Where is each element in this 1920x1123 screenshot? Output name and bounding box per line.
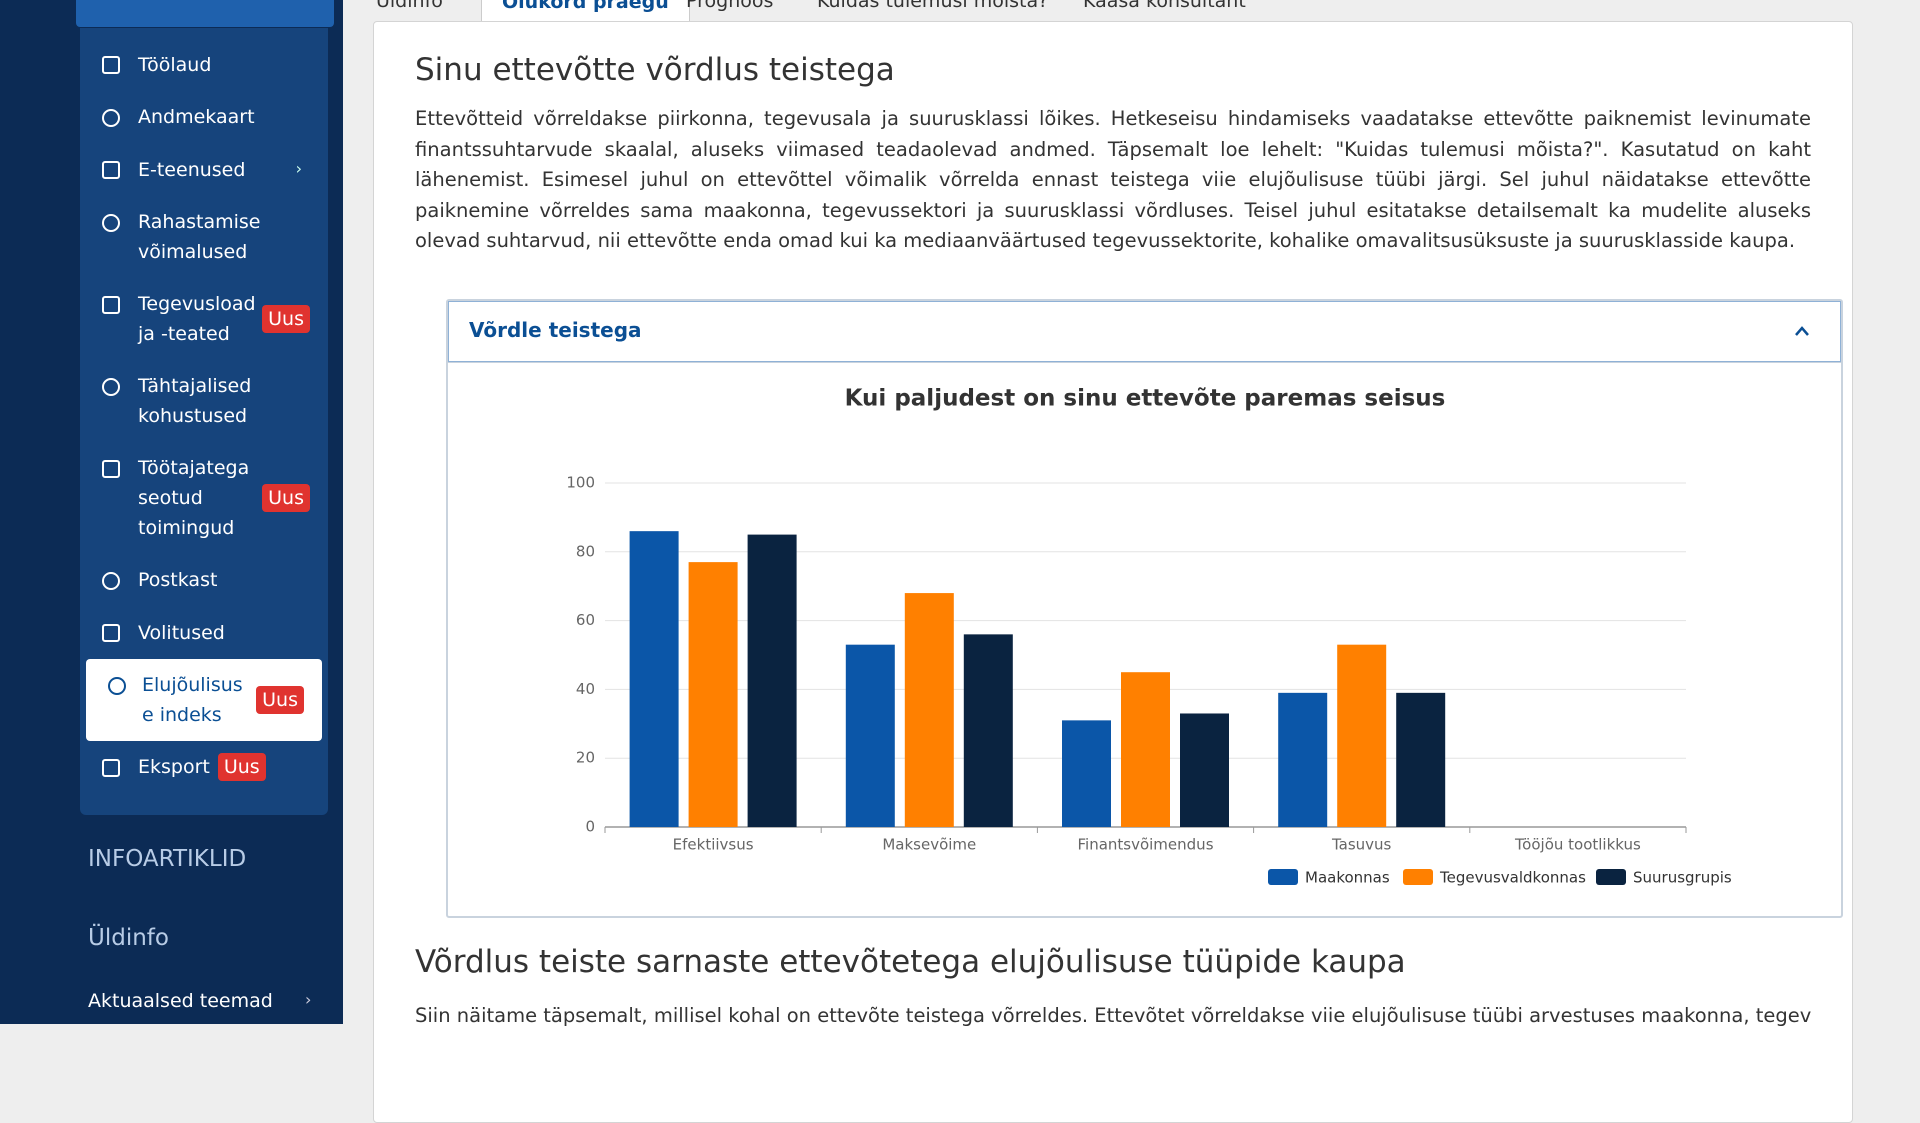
bar <box>1278 692 1328 827</box>
y-tick-label: 20 <box>576 749 595 767</box>
bar <box>1396 692 1446 827</box>
menu-label: Rahastamise võimalused <box>138 210 261 263</box>
legend-swatch <box>1596 869 1626 885</box>
menu-label: Töölaud <box>138 53 212 76</box>
icon <box>102 571 120 590</box>
menu-item[interactable]: E-teenused › <box>80 143 328 196</box>
icon <box>102 108 120 127</box>
chevron: › <box>295 159 302 179</box>
tab[interactable]: Olukord praegu <box>481 0 690 21</box>
menu-label: Töötajatega seotud toimingud <box>138 456 250 539</box>
icon <box>102 295 120 314</box>
bar <box>1121 672 1170 827</box>
bar <box>629 531 679 827</box>
menu-item[interactable]: Rahastamise võimalused <box>80 196 328 278</box>
legend-label: Maakonnas <box>1305 869 1390 887</box>
menu-label: E-teenused <box>138 158 246 181</box>
accordion: Võrdle teistega Kui paljudest on sinu et… <box>446 299 1843 918</box>
bar <box>747 534 797 827</box>
legend-swatch <box>1403 869 1433 885</box>
section-title: INFOARTIKLID <box>88 846 247 872</box>
x-tick-label: Tööjõu tootlikkus <box>1514 836 1641 854</box>
card: Sinu ettevõtte võrdlus teistega Ettevõtt… <box>373 21 1853 1123</box>
heading: Võrdlus teiste sarnaste ettevõtetega elu… <box>415 944 1406 980</box>
section-link[interactable]: Aktuaalsed teemad <box>88 990 273 1012</box>
paragraph: Siin näitame täpsemalt, millisel kohal o… <box>415 1004 1811 1027</box>
menu-item[interactable]: Töölaud <box>80 38 328 91</box>
menu-item[interactable]: Tähtajalised kohustused <box>80 360 328 442</box>
tab[interactable]: Kuidas tulemusi mõista? <box>817 0 1049 12</box>
menu-item[interactable]: Töötajatega seotud toimingud Uus <box>80 442 328 554</box>
bar <box>1337 644 1387 827</box>
accordion-header[interactable]: Võrdle teistega <box>448 301 1841 363</box>
icon <box>102 377 120 396</box>
x-tick-label: Tasuvus <box>1331 836 1392 854</box>
menu: Töölaud Andmekaart E-teenused › Rahastamise … <box>80 28 328 815</box>
sidebar: Töölaud Andmekaart E-teenused › Rahastamise … <box>0 0 343 1024</box>
bar <box>904 593 954 827</box>
x-tick-label: Maksevõime <box>882 836 976 854</box>
chevron-up <box>1795 326 1809 336</box>
badge: Uus <box>256 685 304 714</box>
chart: Kui paljudest on sinu ettevõte paremas s… <box>566 386 1732 887</box>
tab[interactable]: Üldinfo <box>376 0 443 12</box>
menu-item[interactable]: Eksport Uus <box>80 741 328 794</box>
x-tick-label: Finantsvõimendus <box>1077 836 1213 854</box>
heading: Sinu ettevõtte võrdlus teistega <box>415 52 895 88</box>
menu-label: Postkast <box>138 569 218 591</box>
main: Üldinfo Olukord praegu Prognoos Kuidas tule… <box>343 0 1920 1123</box>
icon <box>102 213 120 232</box>
menu-item[interactable]: Volitused <box>80 606 328 659</box>
bar <box>688 562 738 827</box>
icon <box>102 161 120 179</box>
menu-list: Töölaud Andmekaart E-teenused › Rahastamise … <box>80 38 328 793</box>
menu-label: Volitused <box>138 621 225 644</box>
paragraph: Ettevõtteid võrreldakse piirkonna, tegev… <box>415 107 1811 253</box>
legend-label: Suurusgrupis <box>1633 869 1732 887</box>
tab[interactable]: Kaasa konsultant <box>1083 0 1246 12</box>
menu-item[interactable]: Andmekaart <box>80 91 328 144</box>
menu-label: Eksport <box>138 756 210 778</box>
badge: Uus <box>217 752 266 781</box>
sidebar-top <box>76 0 334 27</box>
y-tick-label: 80 <box>576 542 595 560</box>
badge: Uus <box>262 483 310 512</box>
tab[interactable]: Prognoos <box>686 0 774 12</box>
y-tick-label: 0 <box>585 818 595 836</box>
menu-item[interactable]: Elujõulisuse indeks Uus <box>86 658 322 741</box>
badge: Uus <box>262 304 310 333</box>
menu-item[interactable]: Tegevusload ja -teated Uus <box>80 278 328 360</box>
menu-label: Tegevusload ja -teated <box>138 292 256 345</box>
icon <box>102 624 120 642</box>
accordion-title: Võrdle teistega <box>469 318 642 342</box>
menu-label: Elujõulisuse indeks <box>142 673 243 726</box>
y-tick-label: 60 <box>576 611 595 629</box>
bar <box>845 644 895 827</box>
y-tick-label: 40 <box>576 680 595 698</box>
chevron: › <box>305 990 312 1009</box>
legend-swatch <box>1268 869 1298 885</box>
bar <box>963 634 1013 827</box>
bar <box>1180 713 1229 827</box>
legend-label: Tegevusvaldkonnas <box>1439 869 1586 887</box>
y-tick-label: 100 <box>566 474 595 492</box>
icon <box>108 676 126 695</box>
menu-label: Tähtajalised kohustused <box>138 374 252 427</box>
icon <box>102 459 120 478</box>
menu-item[interactable]: Postkast <box>80 554 328 607</box>
chart-title: Kui paljudest on sinu ettevõte paremas s… <box>845 386 1446 412</box>
icon <box>102 56 120 74</box>
x-tick-label: Efektiivsus <box>673 836 754 854</box>
section-link[interactable]: Üldinfo <box>88 925 169 951</box>
bar <box>1062 720 1111 827</box>
icon <box>102 758 120 777</box>
menu-label: Andmekaart <box>138 106 255 128</box>
